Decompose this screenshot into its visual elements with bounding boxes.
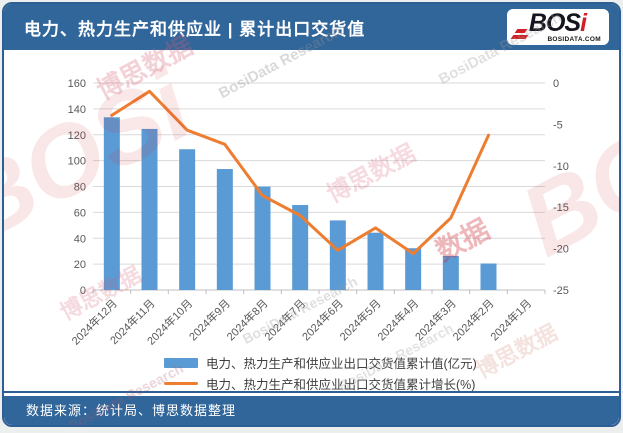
right-axis-tick-label: -15 [553, 202, 569, 214]
legend-item-line-series: 电力、热力生产和供应业出口交货值累计增长(%) [164, 373, 619, 394]
data-source-bar: 数据来源：统计局、博思数据整理 [4, 396, 619, 425]
right-axis-tick-label: -10 [553, 161, 569, 173]
page-title: 电力、热力生产和供应业 | 累计出口交货值 [24, 19, 366, 39]
report-header: 电力、热力生产和供应业 | 累计出口交货值 BOS i BOSIDATA.COM [4, 4, 619, 50]
right-axis-tick-label: -20 [553, 244, 569, 256]
left-axis-tick-label: 20 [74, 259, 86, 271]
bar [292, 205, 309, 290]
left-axis-tick-label: 0 [80, 285, 86, 297]
left-axis-tick-label: 80 [74, 182, 86, 194]
left-axis-tick-label: 100 [68, 156, 86, 168]
line-series-label: 电力、热力生产和供应业出口交货值累计增长(%) [206, 378, 476, 392]
legend-item-bar-series: 电力、热力生产和供应业出口交货值累计值(亿元) [164, 352, 619, 373]
logo-text: BOS [528, 9, 581, 37]
logo-stripe-icon [510, 35, 529, 39]
bar-series-swatch [164, 357, 198, 368]
logo-stripe-icon [514, 29, 528, 33]
bar [442, 255, 459, 290]
chart-legend: 电力、热力生产和供应业出口交货值累计值(亿元) 电力、热力生产和供应业出口交货值… [4, 352, 619, 394]
bar [480, 263, 497, 290]
right-axis-tick-label: -5 [553, 119, 563, 131]
left-axis-tick-label: 60 [74, 207, 86, 219]
bar [141, 128, 158, 290]
report-card: 电力、热力生产和供应业 | 累计出口交货值 BOS i BOSIDATA.COM… [2, 2, 621, 427]
x-axis-label: 2024年1月 [487, 296, 534, 343]
bar-series-label: 电力、热力生产和供应业出口交货值累计值(亿元) [206, 357, 477, 371]
bar [254, 186, 271, 290]
report-footer: 数据来源：统计局、博思数据整理 [4, 391, 619, 425]
bar [103, 117, 120, 290]
left-axis-tick-label: 140 [68, 104, 86, 116]
logo-accent-letter: i [580, 9, 588, 37]
trend-line [110, 89, 490, 256]
left-axis-tick-label: 40 [74, 233, 86, 245]
bar [367, 232, 384, 290]
bar [179, 149, 196, 290]
left-axis-tick-label: 160 [68, 78, 86, 90]
left-axis-tick-label: 120 [68, 130, 86, 142]
bar [216, 169, 233, 290]
combo-chart: 0 20 40 60 80 100 120 140 160 0 -5 -10 -15 -20 -25 2024… [68, 78, 569, 348]
line-series-swatch [164, 382, 198, 385]
bar [329, 220, 346, 290]
bosi-logo: BOS i BOSIDATA.COM [507, 9, 609, 45]
bar [405, 248, 422, 290]
logo-domain: BOSIDATA.COM [547, 36, 601, 43]
right-axis-tick-label: -25 [553, 285, 569, 297]
right-axis-tick-label: 0 [553, 78, 559, 90]
